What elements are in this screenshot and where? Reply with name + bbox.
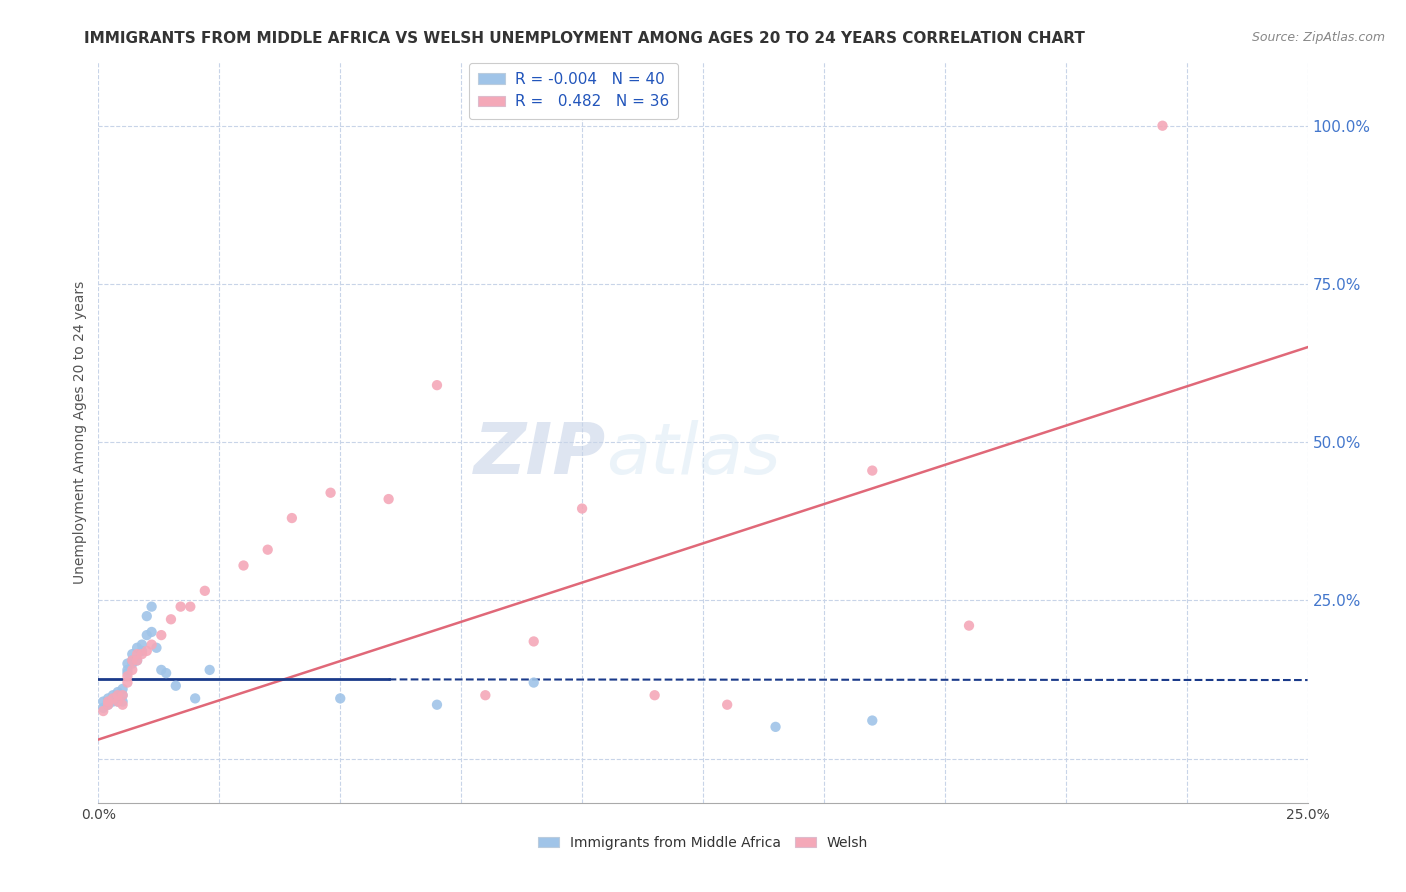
Point <box>474 688 496 702</box>
Point <box>131 638 153 652</box>
Point <box>117 657 139 671</box>
Point <box>644 688 666 702</box>
Point <box>716 698 738 712</box>
Point <box>194 583 217 598</box>
Point <box>179 599 201 614</box>
Legend: Immigrants from Middle Africa, Welsh: Immigrants from Middle Africa, Welsh <box>533 830 873 855</box>
Point <box>860 714 883 728</box>
Point <box>1152 119 1174 133</box>
Point <box>97 698 120 712</box>
Point <box>135 628 157 642</box>
Text: ZIP: ZIP <box>474 420 606 490</box>
Point <box>523 675 546 690</box>
Point <box>141 599 163 614</box>
Point <box>121 663 143 677</box>
Point <box>111 698 134 712</box>
Point <box>256 542 278 557</box>
Point <box>329 691 352 706</box>
Point <box>91 694 114 708</box>
Text: atlas: atlas <box>606 420 780 490</box>
Point <box>571 501 593 516</box>
Point <box>111 694 134 708</box>
Point <box>184 691 207 706</box>
Point <box>111 681 134 696</box>
Point <box>127 647 149 661</box>
Point <box>121 657 143 671</box>
Point <box>141 638 163 652</box>
Text: Source: ZipAtlas.com: Source: ZipAtlas.com <box>1251 31 1385 45</box>
Point <box>101 694 124 708</box>
Point <box>198 663 221 677</box>
Point <box>107 694 129 708</box>
Point <box>101 688 124 702</box>
Point <box>121 653 143 667</box>
Point <box>765 720 787 734</box>
Point <box>91 701 114 715</box>
Point <box>127 653 149 667</box>
Point <box>117 675 139 690</box>
Point <box>523 634 546 648</box>
Point <box>97 694 120 708</box>
Point <box>145 640 167 655</box>
Point <box>141 624 163 639</box>
Point <box>232 558 254 573</box>
Point <box>377 491 399 506</box>
Point <box>150 628 173 642</box>
Point <box>135 644 157 658</box>
Point <box>97 698 120 712</box>
Point <box>97 694 120 708</box>
Point <box>111 688 134 702</box>
Point <box>426 698 449 712</box>
Point <box>107 688 129 702</box>
Point <box>121 653 143 667</box>
Text: IMMIGRANTS FROM MIDDLE AFRICA VS WELSH UNEMPLOYMENT AMONG AGES 20 TO 24 YEARS CO: IMMIGRANTS FROM MIDDLE AFRICA VS WELSH U… <box>84 31 1085 46</box>
Point <box>121 647 143 661</box>
Point <box>160 612 183 626</box>
Point <box>426 378 449 392</box>
Point <box>101 691 124 706</box>
Point <box>97 691 120 706</box>
Point <box>155 666 177 681</box>
Point <box>131 644 153 658</box>
Point <box>117 666 139 681</box>
Point <box>107 688 129 702</box>
Point <box>127 653 149 667</box>
Y-axis label: Unemployment Among Ages 20 to 24 years: Unemployment Among Ages 20 to 24 years <box>73 281 87 584</box>
Point <box>127 640 149 655</box>
Point <box>150 663 173 677</box>
Point <box>131 647 153 661</box>
Point <box>319 485 342 500</box>
Point <box>107 694 129 708</box>
Point <box>135 609 157 624</box>
Point <box>101 691 124 706</box>
Point <box>281 511 304 525</box>
Point <box>111 688 134 702</box>
Point <box>169 599 191 614</box>
Point <box>957 618 980 632</box>
Point <box>107 691 129 706</box>
Point <box>860 464 883 478</box>
Point <box>117 669 139 683</box>
Point <box>165 679 187 693</box>
Point <box>107 685 129 699</box>
Point <box>117 663 139 677</box>
Point <box>91 704 114 718</box>
